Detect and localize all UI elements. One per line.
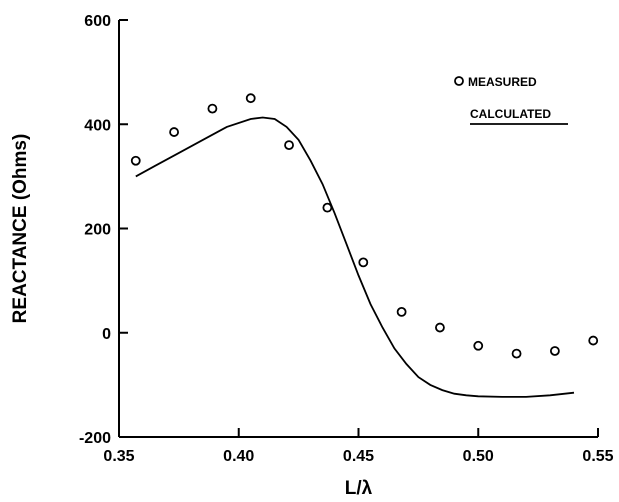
x-tick-label: 0.50 xyxy=(463,448,494,465)
measured-points-group xyxy=(130,93,599,359)
y-tick-label: 0 xyxy=(102,326,111,343)
measured-point xyxy=(284,140,294,151)
y-tick-label: 400 xyxy=(84,117,111,134)
legend: MEASURED CALCULATED xyxy=(454,75,568,125)
y-tick-label: -200 xyxy=(79,430,111,447)
legend-measured-label: MEASURED xyxy=(468,75,537,89)
ticks: 0.35 0.40 0.45 0.50 0.55 -200 0 200 400 600 xyxy=(79,13,614,465)
measured-point xyxy=(473,340,484,351)
legend-calculated-label: CALCULATED xyxy=(470,107,551,121)
x-tick-label: 0.55 xyxy=(582,448,613,465)
measured-point xyxy=(358,257,369,268)
measured-point xyxy=(396,306,407,317)
y-axis-title: REACTANCE (Ohms) xyxy=(10,134,31,324)
x-tick-label: 0.45 xyxy=(343,448,374,465)
measured-point xyxy=(322,202,333,213)
y-tick-label: 200 xyxy=(84,222,111,239)
measured-point xyxy=(207,103,218,114)
x-axis-title: L/λ xyxy=(345,478,373,499)
x-tick-label: 0.35 xyxy=(103,448,134,465)
measured-point xyxy=(169,127,179,137)
measured-point xyxy=(511,348,522,359)
measured-point xyxy=(245,93,256,104)
measured-point xyxy=(549,346,560,356)
calculated-curve xyxy=(135,116,575,398)
measured-point xyxy=(435,322,445,333)
measured-point xyxy=(130,155,141,166)
legend-measured-marker xyxy=(454,76,464,86)
x-tick-label: 0.40 xyxy=(223,448,254,465)
measured-point xyxy=(588,335,599,346)
y-tick-label: 600 xyxy=(84,13,111,30)
calculated-curve-group xyxy=(135,116,575,398)
